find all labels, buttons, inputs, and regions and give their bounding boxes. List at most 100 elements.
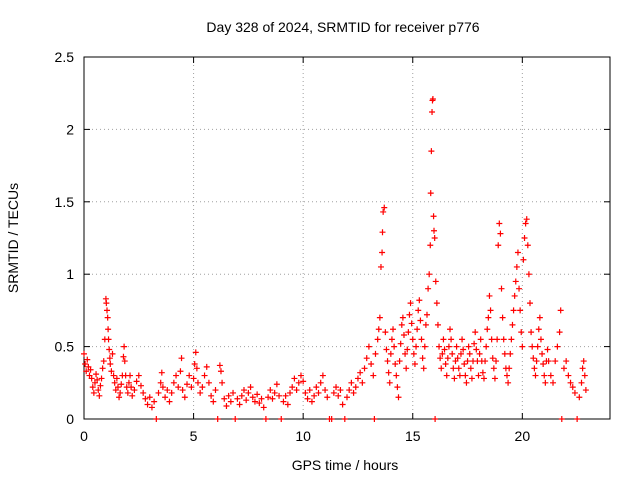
data-point <box>517 307 524 314</box>
data-point <box>155 389 162 396</box>
data-point <box>440 336 447 343</box>
data-point <box>357 369 364 376</box>
data-point <box>379 229 386 236</box>
data-point <box>427 190 434 197</box>
data-point <box>221 395 228 402</box>
data-point <box>254 391 261 398</box>
data-point <box>477 336 484 343</box>
data-point <box>507 350 514 357</box>
data-point <box>116 394 123 401</box>
data-point <box>291 375 298 382</box>
data-point <box>415 307 422 314</box>
data-point <box>208 392 215 399</box>
data-point <box>354 375 361 382</box>
data-point <box>184 381 191 388</box>
data-point <box>243 397 250 404</box>
data-point <box>111 379 118 386</box>
data-point <box>245 389 252 396</box>
data-point <box>499 314 506 321</box>
data-point <box>205 379 212 386</box>
x-tick-label: 5 <box>190 428 198 444</box>
y-tick-label: 2 <box>66 121 74 137</box>
data-point <box>140 389 147 396</box>
data-point <box>173 372 180 379</box>
data-point <box>371 416 378 422</box>
data-point <box>308 398 315 405</box>
data-point <box>541 372 548 379</box>
data-point <box>520 256 527 263</box>
data-point <box>563 358 570 365</box>
data-point <box>271 389 278 396</box>
data-point <box>258 395 265 402</box>
data-point <box>153 416 160 422</box>
data-point <box>425 285 432 292</box>
data-point <box>487 307 494 314</box>
data-point <box>444 355 451 362</box>
data-point <box>84 356 91 363</box>
data-point <box>293 387 300 394</box>
data-point <box>466 350 473 357</box>
data-point <box>407 300 414 307</box>
data-point <box>505 379 512 386</box>
data-point <box>485 314 492 321</box>
data-point <box>234 395 241 402</box>
data-point <box>379 249 386 256</box>
data-point <box>346 387 353 394</box>
data-point <box>480 375 487 382</box>
data-point <box>544 346 551 353</box>
data-point <box>494 336 501 343</box>
data-point <box>451 375 458 382</box>
data-point <box>177 368 184 375</box>
data-point <box>159 384 166 391</box>
data-point <box>151 398 158 405</box>
data-point <box>120 353 127 360</box>
data-point <box>265 394 272 401</box>
data-point <box>106 346 113 353</box>
data-point <box>249 394 256 401</box>
data-point <box>212 387 219 394</box>
data-point <box>455 365 462 372</box>
data-point <box>414 326 421 333</box>
data-point <box>489 355 496 362</box>
data-point <box>482 358 489 365</box>
data-point <box>497 230 504 237</box>
data-point <box>210 398 217 405</box>
data-point <box>567 379 574 386</box>
data-point <box>319 372 326 379</box>
data-point <box>168 389 175 396</box>
data-point <box>496 220 503 227</box>
data-point <box>313 384 320 391</box>
data-point <box>107 360 114 367</box>
data-point <box>124 389 131 396</box>
data-point <box>103 300 110 307</box>
data-point <box>125 379 132 386</box>
data-point <box>392 360 399 367</box>
data-point <box>90 389 97 396</box>
y-tick-label: 1.5 <box>55 194 75 210</box>
data-point <box>181 394 188 401</box>
data-point <box>462 372 469 379</box>
data-point <box>328 416 335 422</box>
data-point <box>377 263 384 270</box>
data-point <box>431 235 438 241</box>
data-point <box>396 358 403 365</box>
data-point <box>518 329 525 336</box>
data-point <box>556 329 563 336</box>
data-point <box>445 343 452 350</box>
data-point <box>576 394 583 401</box>
data-point <box>330 389 337 396</box>
data-point <box>432 416 439 422</box>
data-point <box>289 384 296 391</box>
data-point <box>219 379 226 386</box>
data-point <box>402 350 409 357</box>
data-point <box>251 398 258 405</box>
data-point <box>493 358 500 365</box>
data-point <box>104 307 111 314</box>
data-point <box>395 394 402 401</box>
data-point <box>408 320 415 327</box>
data-point <box>390 326 397 333</box>
data-point <box>214 416 221 422</box>
data-point <box>479 369 486 376</box>
plot-frame <box>83 56 611 420</box>
data-point <box>135 372 142 379</box>
